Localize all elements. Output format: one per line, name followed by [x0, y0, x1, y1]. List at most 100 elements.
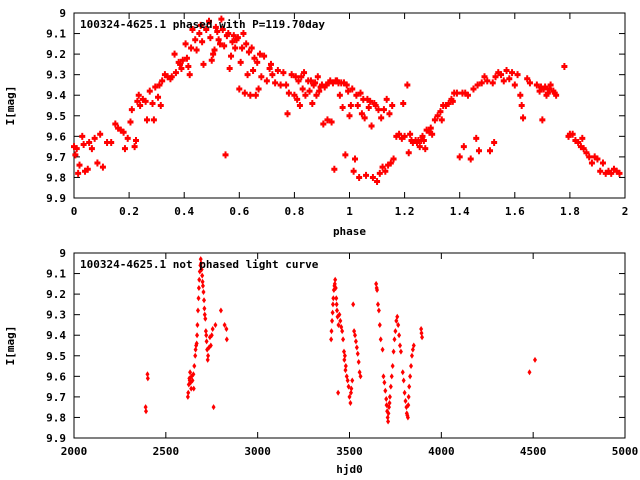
y-axis-label: I[mag]	[4, 326, 17, 366]
data-point	[572, 136, 579, 144]
data-point	[383, 95, 390, 103]
data-point	[245, 48, 252, 56]
data-point	[189, 25, 196, 33]
data-point	[285, 89, 292, 97]
x-tick-label: 1.2	[395, 205, 415, 218]
data-point	[376, 307, 381, 314]
data-point	[229, 38, 236, 46]
data-point	[353, 91, 360, 99]
data-point	[382, 167, 389, 175]
data-point	[431, 116, 438, 124]
data-point	[346, 383, 351, 390]
data-point	[442, 102, 449, 109]
data-point	[349, 385, 354, 392]
data-point	[372, 102, 379, 109]
data-point	[155, 93, 162, 101]
data-point	[376, 169, 383, 177]
y-tick-label: 9.5	[46, 350, 66, 363]
data-point	[115, 124, 122, 132]
data-point	[230, 32, 237, 40]
data-point	[422, 145, 429, 153]
data-point	[232, 44, 239, 52]
data-point	[540, 85, 547, 93]
data-point	[195, 332, 200, 339]
data-point	[409, 139, 416, 146]
data-point	[409, 363, 414, 370]
data-point	[347, 102, 354, 109]
data-point	[385, 414, 390, 421]
data-point	[498, 71, 505, 79]
data-point	[191, 371, 196, 378]
data-point	[453, 89, 460, 97]
y-tick-label: 9.4	[46, 329, 66, 342]
data-point	[537, 83, 544, 91]
data-point	[269, 71, 276, 79]
data-point	[71, 143, 77, 151]
data-point	[190, 377, 195, 384]
data-point	[182, 40, 189, 48]
data-point	[205, 17, 212, 25]
chart-title: 100324-4625.1 phased with P=119.70day	[80, 18, 325, 31]
data-point	[586, 153, 593, 161]
data-point	[350, 377, 355, 384]
data-point	[518, 102, 525, 109]
data-point	[266, 65, 273, 72]
data-point	[434, 112, 441, 120]
data-point	[323, 81, 330, 89]
data-point	[419, 330, 424, 337]
data-point	[256, 50, 263, 58]
data-point	[398, 342, 403, 349]
data-point	[349, 85, 356, 93]
data-point	[400, 99, 407, 107]
y-tick-label: 9.7	[46, 151, 66, 164]
data-point	[456, 153, 463, 161]
data-point	[616, 169, 623, 177]
data-point	[239, 44, 246, 52]
data-point	[438, 116, 445, 124]
data-point	[475, 147, 482, 155]
data-point	[610, 165, 617, 173]
data-point	[237, 58, 244, 66]
phased-light-curve-panel: 0 0.2 0.4 0.6 0.8 1 1.2 1.4 1.6 1.8 2 9 9.1 9.2 9.3 9.4…	[4, 7, 628, 238]
y-tick-label: 9.7	[46, 391, 66, 404]
data-point	[321, 83, 328, 91]
data-point	[261, 52, 268, 60]
data-point	[197, 21, 204, 29]
data-point	[296, 102, 303, 109]
data-point	[215, 36, 222, 44]
data-point	[346, 112, 353, 120]
data-point	[76, 161, 83, 169]
data-point	[334, 301, 339, 308]
data-point	[605, 167, 612, 175]
data-point	[183, 54, 190, 62]
data-point	[356, 173, 363, 181]
y-tick-label: 9.2	[46, 288, 66, 301]
x-tick-label: 0	[71, 205, 78, 218]
data-point	[514, 71, 521, 79]
data-point	[386, 404, 391, 411]
data-point	[375, 301, 380, 308]
data-point	[413, 139, 420, 146]
data-point	[358, 110, 365, 118]
data-point	[489, 79, 496, 87]
y-tick-label: 9.8	[46, 411, 66, 424]
data-point	[117, 126, 124, 134]
data-point	[387, 393, 392, 400]
data-point	[196, 295, 201, 302]
data-point	[613, 167, 620, 175]
x-tick-label: 0.6	[229, 205, 249, 218]
data-point	[284, 110, 291, 118]
data-point	[143, 404, 148, 411]
y-tick-label: 9.1	[46, 28, 66, 41]
data-point	[131, 143, 138, 151]
x-axis-label: phase	[333, 225, 366, 238]
x-tick-label: 1.4	[450, 205, 470, 218]
y-tick-label: 9	[59, 247, 66, 260]
data-point	[124, 134, 131, 142]
data-point	[551, 89, 558, 97]
data-point	[233, 36, 240, 44]
y-tick-label: 9.4	[46, 89, 66, 102]
data-point	[348, 400, 353, 407]
data-point	[139, 95, 146, 103]
x-axis-label: hjd0	[336, 463, 363, 476]
